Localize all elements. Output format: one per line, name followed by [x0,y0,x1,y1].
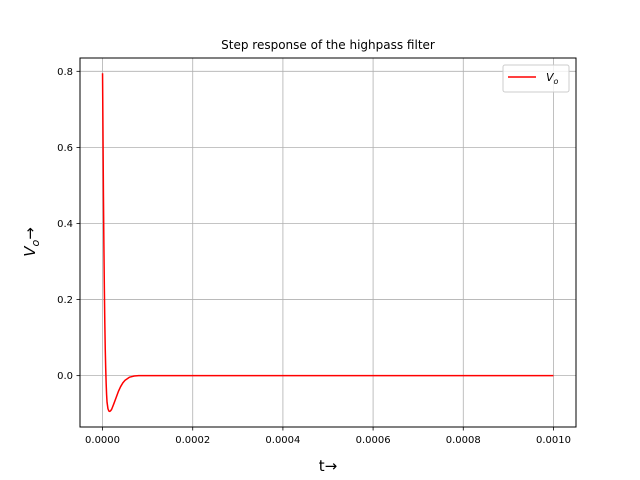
x-axis-label: t→ [319,457,337,475]
y-axis-label-sub: o [29,240,42,247]
x-tick-label: 0.0008 [446,435,481,446]
chart-title: Step response of the highpass filter [221,38,435,52]
legend-label: Vo [546,71,559,86]
y-tick-label: 0.0 [57,371,73,382]
x-tick-label: 0.0000 [85,435,120,446]
y-tick-label: 0.4 [57,219,73,230]
y-tick-label: 0.2 [57,295,73,306]
legend: Vo [502,64,570,93]
x-tick-label: 0.0004 [265,435,300,446]
legend-box [502,64,570,93]
plot-frame [79,57,577,428]
grid-lines [80,58,576,427]
x-tick-label: 0.0002 [175,435,210,446]
x-tick-label: 0.0006 [356,435,391,446]
y-tick-label: 0.6 [57,143,73,154]
axis-ticks: 0.0000 0.0002 0.0004 0.0006 0.0008 0.0010 0.0 0… [57,67,571,446]
x-tick-label: 0.0010 [536,435,571,446]
series-line-vo [101,73,554,413]
legend-label-main: V [546,71,555,84]
y-axis-label: Vo→ [21,227,42,257]
y-axis-label-arrow: → [21,227,39,240]
y-axis-label-main: V [21,245,39,257]
series-layer [101,73,554,413]
y-tick-label: 0.8 [57,67,73,78]
legend-label-sub: o [554,77,559,86]
